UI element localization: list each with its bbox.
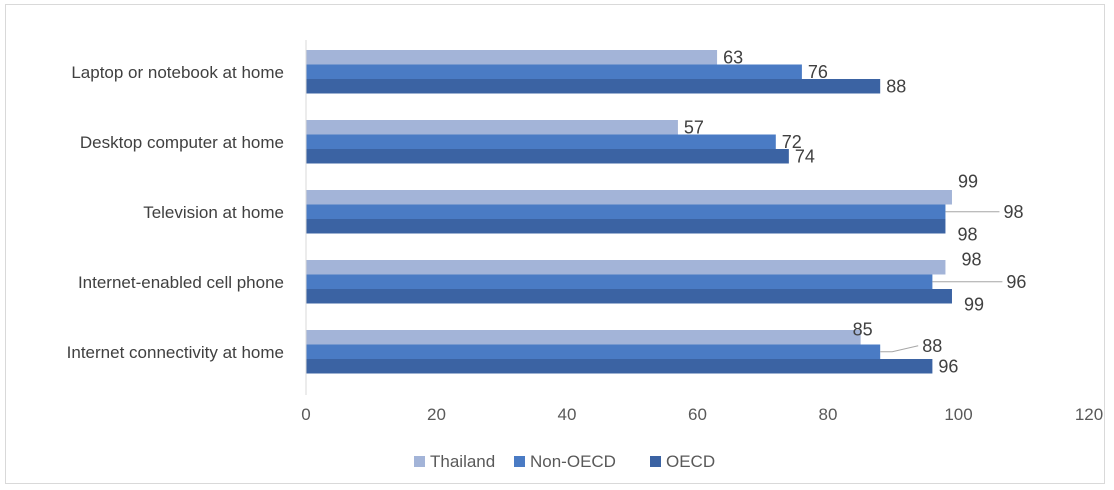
data-label-oecd-laptop-or-notebook-at-home: 88 xyxy=(886,76,906,96)
data-label-oecd-internet-enabled-cell-phone: 99 xyxy=(964,294,984,314)
data-label-oecd-television-at-home: 98 xyxy=(957,224,977,244)
x-tick-label-120: 120 xyxy=(1075,405,1103,424)
data-label-oecd-desktop-computer-at-home: 74 xyxy=(795,146,815,166)
category-label-internet-connectivity-at-home: Internet connectivity at home xyxy=(67,343,284,362)
bar-non-oecd-laptop-or-notebook-at-home xyxy=(306,64,802,79)
data-label-non-oecd-internet-enabled-cell-phone: 96 xyxy=(1006,272,1026,292)
data-label-thailand-internet-enabled-cell-phone: 98 xyxy=(961,249,981,269)
x-tick-label-100: 100 xyxy=(944,405,972,424)
leader-line-non-oecd-internet-connectivity-at-home xyxy=(880,345,919,353)
x-tick-labels-layer: 0 20 40 60 80 100 120 xyxy=(301,405,1103,424)
bar-oecd-television-at-home xyxy=(306,219,946,234)
data-label-non-oecd-internet-connectivity-at-home: 88 xyxy=(922,336,942,356)
data-label-thailand-desktop-computer-at-home: 57 xyxy=(684,117,704,137)
bar-oecd-laptop-or-notebook-at-home xyxy=(306,79,881,94)
category-label-laptop-or-notebook-at-home: Laptop or notebook at home xyxy=(71,63,284,82)
data-label-thailand-laptop-or-notebook-at-home: 63 xyxy=(723,47,743,67)
data-label-thailand-television-at-home: 99 xyxy=(958,171,978,191)
x-tick-label-40: 40 xyxy=(558,405,577,424)
data-label-oecd-internet-connectivity-at-home: 96 xyxy=(938,356,958,376)
data-label-non-oecd-television-at-home: 98 xyxy=(1003,202,1023,222)
legend: Thailand Non-OECD OECD xyxy=(414,452,715,471)
bar-non-oecd-television-at-home xyxy=(306,204,946,219)
x-tick-label-0: 0 xyxy=(301,405,310,424)
bar-non-oecd-internet-enabled-cell-phone xyxy=(306,274,933,289)
legend-label-oecd: OECD xyxy=(666,452,715,471)
legend-label-non-oecd: Non-OECD xyxy=(530,452,616,471)
data-label-non-oecd-laptop-or-notebook-at-home: 76 xyxy=(808,62,828,82)
bar-thailand-internet-connectivity-at-home xyxy=(306,330,861,345)
category-labels-layer: Laptop or notebook at home Desktop comput… xyxy=(67,63,284,362)
data-label-thailand-internet-connectivity-at-home: 85 xyxy=(853,319,873,339)
legend-swatch-non-oecd xyxy=(514,456,525,467)
category-label-television-at-home: Television at home xyxy=(143,203,284,222)
legend-swatch-thailand xyxy=(414,456,425,467)
bar-thailand-desktop-computer-at-home xyxy=(306,120,678,135)
category-label-internet-enabled-cell-phone: Internet-enabled cell phone xyxy=(78,273,284,292)
bar-non-oecd-desktop-computer-at-home xyxy=(306,134,776,149)
category-label-desktop-computer-at-home: Desktop computer at home xyxy=(80,133,284,152)
legend-label-thailand: Thailand xyxy=(430,452,495,471)
data-label-non-oecd-desktop-computer-at-home: 72 xyxy=(782,132,802,152)
bar-oecd-internet-enabled-cell-phone xyxy=(306,289,952,304)
x-tick-label-60: 60 xyxy=(688,405,707,424)
bar-non-oecd-internet-connectivity-at-home xyxy=(306,344,881,359)
bar-oecd-desktop-computer-at-home xyxy=(306,149,789,164)
bar-thailand-laptop-or-notebook-at-home xyxy=(306,50,718,65)
bar-oecd-internet-connectivity-at-home xyxy=(306,359,933,374)
bar-thailand-internet-enabled-cell-phone xyxy=(306,260,946,275)
x-tick-label-20: 20 xyxy=(427,405,446,424)
legend-swatch-oecd xyxy=(650,456,661,467)
bars-layer xyxy=(306,50,952,374)
bar-thailand-television-at-home xyxy=(306,190,952,205)
x-tick-label-80: 80 xyxy=(819,405,838,424)
